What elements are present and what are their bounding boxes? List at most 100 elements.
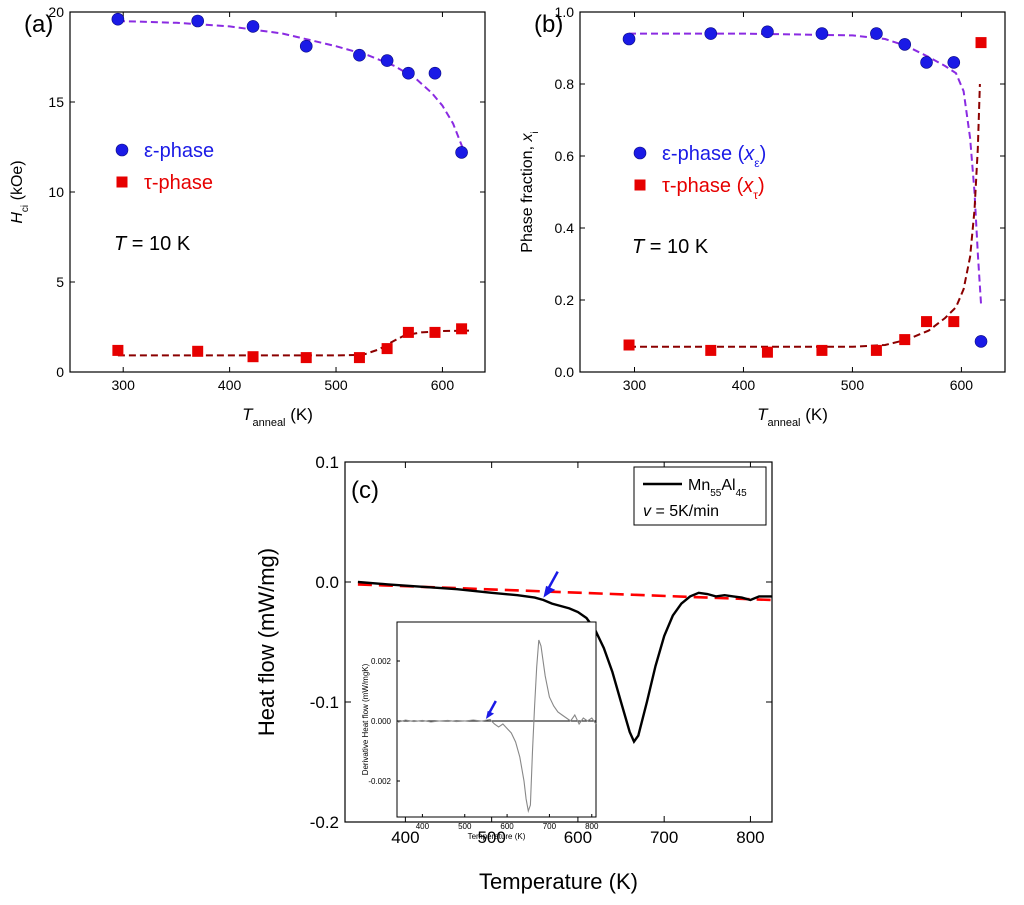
panel-b-fit-line	[629, 83, 981, 348]
panel-b-annotation: T = 10 K	[632, 236, 709, 258]
panel-b-ylabel-part: i	[530, 131, 541, 133]
inset-ytick-label-part: -0.002	[368, 777, 391, 786]
panel-a-legend-text: ε-phase	[144, 140, 214, 162]
inset-ylabel: Derivative Heat flow (mW/mgK)	[361, 663, 370, 775]
panel-b-ytick-label-part: 0.0	[555, 364, 575, 380]
panel-a-point	[111, 12, 125, 26]
panel-b-ylabel-part: Phase fraction,	[519, 142, 536, 253]
panel-b-point	[974, 335, 988, 348]
inset-ytick-label: -0.002	[368, 777, 391, 786]
inset-xlabel: Temperature (K)	[468, 832, 526, 841]
panel-b-point	[816, 344, 828, 356]
panel-b-point	[975, 37, 987, 49]
panel-b-annotation-part: = 10 K	[644, 236, 709, 258]
panel-a-point	[456, 323, 468, 335]
panel-c-xtick-label: 700	[650, 828, 678, 847]
inset-xtick-label-part: 400	[416, 822, 430, 831]
panel-b-point	[761, 346, 773, 358]
panel-b-xtick-label: 400	[732, 377, 756, 393]
panel-b-ylabel: Phase fraction, xi	[519, 131, 541, 252]
panel-c-ylabel: Heat flow (mW/mg)	[254, 548, 279, 736]
panel-a-annotation: T = 10 K	[114, 233, 191, 255]
panel-a-annotation-part: = 10 K	[126, 233, 191, 255]
panel-a-point	[299, 39, 313, 53]
panel-a-label-part: (a)	[24, 11, 53, 38]
inset-xtick-label: 800	[585, 822, 599, 831]
panel-b-ytick-label-part: 0.4	[555, 220, 575, 236]
panel-a-point	[429, 326, 441, 338]
panel-c-ytick-label-part: -0.1	[310, 693, 339, 712]
panel-c-ytick-label: -0.2	[310, 813, 339, 832]
panel-b-ylabel-part: x	[519, 133, 536, 143]
panel-c-xtick-label: 400	[391, 828, 419, 847]
panel-a-ytick-label-part: 15	[48, 94, 64, 110]
panel-b-ytick-label: 0.0	[555, 364, 575, 380]
panel-b-label: (b)	[534, 11, 563, 38]
panel-b-legend-marker	[633, 146, 647, 160]
panel-b-ytick-label: 0.2	[555, 292, 575, 308]
panel-c-xtick-label-part: 500	[477, 828, 505, 847]
panel-c-ytick-label: 0.0	[315, 573, 339, 592]
panel-b-point	[947, 56, 961, 69]
panel-a-point	[112, 344, 124, 356]
panel-a-point	[380, 54, 394, 67]
panel-c-arrow	[543, 570, 559, 598]
panel-c-legend-text-part: Al	[721, 477, 735, 494]
panel-c-xtick-label: 800	[736, 828, 764, 847]
panel-c-arrow-head	[543, 585, 556, 598]
panel-c-xtick-label-part: 600	[564, 828, 592, 847]
panel-b-point	[815, 27, 829, 40]
panel-b-xtick-label-part: 400	[732, 377, 756, 393]
inset-arrow	[485, 700, 497, 719]
panel-a-xtick-label: 300	[112, 377, 136, 393]
panel-a-point	[428, 66, 442, 80]
panel-a-point	[353, 48, 366, 62]
panel-c-legend-rate-part: v	[643, 503, 652, 520]
panel-c-xtick-label-part: 400	[391, 828, 419, 847]
panel-c-legend-box	[633, 466, 767, 526]
panel-a-legend-text-part: ε-phase	[144, 140, 214, 162]
panel-b-legend-text-part: τ-phase (	[662, 175, 744, 197]
panel-a-ytick-label-part: 20	[48, 4, 64, 20]
inset-xtick-label: 500	[458, 822, 472, 831]
panel-b-legend-text: τ-phase (xτ)	[662, 175, 765, 202]
panel-b-xtick-label: 300	[623, 377, 647, 393]
panel-a-point	[247, 351, 259, 363]
panel-c-heatflow-line	[357, 580, 772, 744]
panel-c-xtick-label: 500	[477, 828, 505, 847]
panel-a-xlabel-part: T	[242, 405, 254, 424]
panel-a-ytick-label-part: 10	[48, 184, 64, 200]
panel-a-label: (a)	[24, 11, 53, 38]
panel-c-xlabel: Temperature (K)	[479, 869, 638, 894]
panel-c-ytick-label: -0.1	[310, 693, 339, 712]
panel-c-legend-text: Mn55Al45	[688, 477, 747, 499]
inset-xtick-label: 700	[543, 822, 557, 831]
inset-ytick-label: 0.002	[371, 657, 392, 666]
panel-b-point	[921, 316, 933, 328]
panel-a-point	[246, 20, 260, 33]
panel-b-xtick-label-part: 500	[841, 377, 865, 393]
panel-b-fit-line	[629, 32, 982, 304]
inset-frame	[396, 621, 597, 818]
panel-b-ytick-label-part: 0.6	[555, 148, 575, 164]
panel-b-legend-text-part: x	[743, 143, 755, 165]
panel-b-point	[870, 27, 883, 40]
panel-b-point	[948, 316, 960, 328]
panel-a-xtick-label: 500	[324, 377, 348, 393]
inset-arrow-shaft	[488, 700, 497, 714]
panel-b-point	[704, 27, 718, 40]
panel-c-xtick-label: 600	[564, 828, 592, 847]
inset-xtick-label-part: 700	[543, 822, 557, 831]
panel-b-point	[920, 56, 933, 69]
panel-b-legend-text-part: )	[760, 143, 767, 165]
panel-a-xtick-label-part: 400	[218, 377, 242, 393]
panel-a-ytick-label: 20	[48, 4, 64, 20]
panel-a-xlabel-part: anneal	[252, 417, 285, 429]
panel-b-legend-text-part: ε-phase (	[662, 143, 745, 165]
panel-c-ytick-label-part: -0.2	[310, 813, 339, 832]
panel-b-xlabel-part: (K)	[801, 405, 828, 424]
inset-xtick-label: 600	[500, 822, 514, 831]
panel-c-arrow-shaft	[547, 570, 559, 590]
